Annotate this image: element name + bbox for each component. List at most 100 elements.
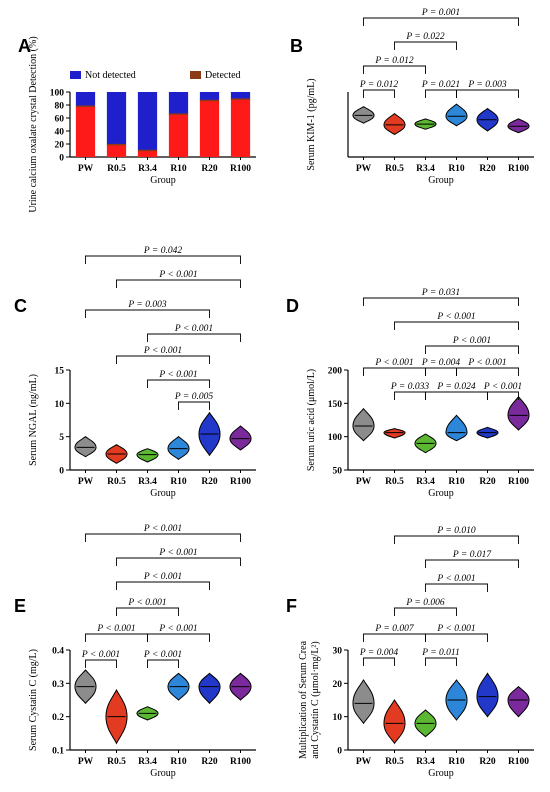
p-value-label: P < 0.001: [374, 358, 413, 368]
bracket-line: [116, 355, 210, 364]
bracket-line: [116, 581, 210, 590]
x-tick-label: R0.5: [385, 757, 404, 767]
comparison-bracket: P < 0.001: [116, 572, 210, 590]
violin-R100: [507, 685, 530, 718]
x-tick-label: R3.4: [416, 757, 435, 767]
bar-detected: [137, 150, 158, 157]
x-tick-label: R3.4: [416, 477, 435, 487]
p-value-label: P = 0.003: [467, 80, 506, 90]
bracket-line: [147, 379, 210, 388]
p-value-label: P = 0.001: [421, 8, 460, 18]
y-tick-label: 200: [328, 367, 343, 377]
bracket-line: [178, 401, 210, 410]
panel-a: A 0 20 40 60 80 100 PW R0.5 R3.4 R10 R20 R100 Group Ur…: [18, 36, 256, 213]
x-axis-title: Group: [150, 768, 176, 779]
y-tick-label: 20: [55, 141, 65, 151]
p-value-label: P < 0.001: [174, 324, 213, 334]
violin-PW: [352, 679, 375, 725]
y-tick-label: 20: [333, 680, 343, 690]
x-tick-label: R3.4: [138, 477, 157, 487]
panel-c: C 0 5 10 15 PW R0.5 R3.4 R10 R20 R100 Group Serum NG…: [14, 246, 256, 499]
p-value-label: P = 0.003: [127, 300, 166, 310]
comparison-bracket: P = 0.001: [363, 8, 519, 26]
panel-letter: A: [18, 36, 31, 56]
bracket-line: [394, 321, 519, 330]
legend-swatch-detected: [190, 71, 201, 79]
p-value-label: P = 0.033: [390, 382, 429, 392]
panel-e: E 0.1 0.2 0.3 0.4 PW R0.5 R3.4 R10 R20 R100 Group Se…: [14, 524, 256, 779]
comparison-bracket: P < 0.001: [483, 382, 522, 400]
bracket-line: [363, 89, 395, 98]
x-axis-title: Group: [428, 175, 454, 186]
p-value-label: P < 0.001: [143, 572, 182, 582]
comparison-bracket: P = 0.003: [456, 80, 519, 98]
legend-label-not-detected: Not detected: [85, 70, 136, 81]
x-axis-title: Group: [428, 768, 454, 779]
p-value-label: P = 0.024: [436, 382, 475, 392]
bracket-line: [85, 255, 241, 264]
y-axis-title: Serum KIM-1 (pg/mL): [306, 78, 317, 170]
p-value-label: P < 0.001: [143, 346, 182, 356]
x-tick-label: R3.4: [138, 757, 157, 767]
p-value-label: P < 0.001: [467, 358, 506, 368]
p-value-label: P = 0.010: [436, 526, 475, 536]
violin-R0.5: [383, 428, 406, 439]
panel-b: B PW R0.5 R3.4 R10 R20 R100 Group Serum KIM-1 (p…: [290, 8, 534, 186]
x-tick-label: R100: [508, 477, 529, 487]
x-tick-label: R20: [479, 757, 496, 767]
comparison-bracket: P = 0.006: [394, 598, 457, 616]
p-value-label: P = 0.004: [359, 648, 398, 658]
p-value-label: P < 0.001: [127, 598, 166, 608]
y-tick-label: 30: [333, 647, 343, 657]
p-value-label: P < 0.001: [436, 574, 475, 584]
bar-not-detected: [75, 92, 96, 107]
violin-R10: [167, 436, 190, 460]
x-tick-label: R100: [230, 757, 251, 767]
p-value-label: P < 0.001: [452, 336, 491, 346]
x-tick-label: R10: [448, 164, 465, 174]
panel-letter: C: [14, 296, 27, 316]
comparison-bracket: P = 0.003: [85, 300, 210, 318]
p-value-label: P < 0.001: [483, 382, 522, 392]
bracket-line: [456, 367, 519, 376]
y-tick-label: 150: [328, 400, 343, 410]
x-tick-label: R0.5: [385, 477, 404, 487]
violin-R0.5: [383, 699, 406, 745]
x-tick-label: R10: [170, 757, 187, 767]
comparison-bracket: P < 0.001: [116, 346, 210, 364]
comparison-bracket: P = 0.004: [421, 358, 460, 376]
p-value-label: P < 0.001: [158, 548, 197, 558]
x-tick-label: R0.5: [385, 164, 404, 174]
bracket-line: [147, 333, 241, 342]
bracket-line: [116, 557, 241, 566]
p-value-label: P = 0.017: [452, 550, 492, 560]
comparison-bracket: P < 0.001: [425, 574, 488, 592]
y-tick-label: 0: [59, 154, 64, 164]
y-axis-title: Serum NGAL (ng/mL): [28, 374, 39, 466]
legend: Not detected Detected: [70, 70, 241, 81]
x-tick-label: R100: [508, 164, 529, 174]
comparison-bracket: P < 0.001: [116, 270, 241, 288]
bracket-line: [425, 345, 519, 354]
p-value-label: P = 0.006: [405, 598, 444, 608]
p-value-label: P = 0.031: [421, 288, 460, 298]
p-value-label: P = 0.004: [421, 358, 460, 368]
y-tick-label: 0.4: [52, 647, 64, 657]
bracket-line: [116, 607, 179, 616]
comparison-bracket: P = 0.024: [425, 382, 488, 400]
violin-R100: [507, 395, 530, 431]
violin-R3.4: [136, 448, 159, 463]
comparison-bracket: P = 0.031: [363, 288, 519, 306]
bracket-line: [394, 535, 519, 544]
p-value-label: P = 0.012: [374, 56, 413, 66]
bracket-line: [363, 297, 519, 306]
bracket-line: [363, 17, 519, 26]
bracket-line: [425, 391, 488, 400]
p-value-label: P = 0.012: [359, 80, 398, 90]
p-value-label: P = 0.021: [421, 80, 460, 90]
comparison-bracket: P < 0.001: [456, 358, 519, 376]
comparison-bracket: P < 0.001: [394, 312, 519, 330]
comparison-bracket: P < 0.001: [143, 650, 182, 668]
violin-R10: [445, 103, 468, 127]
bracket-line: [425, 367, 457, 376]
